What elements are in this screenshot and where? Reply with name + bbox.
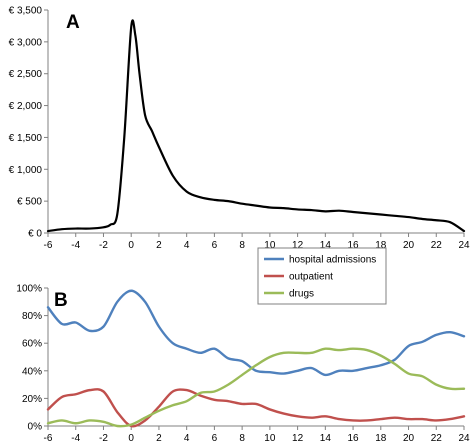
x-tick-label: 8 bbox=[239, 240, 245, 251]
x-tick-label: 16 bbox=[348, 240, 360, 251]
y-tick-label: 100% bbox=[16, 284, 42, 295]
x-tick-label: -6 bbox=[44, 240, 53, 251]
x-tick-label: 6 bbox=[212, 240, 218, 251]
x-tick-label: 4 bbox=[184, 433, 190, 443]
x-tick-label: 10 bbox=[264, 240, 276, 251]
x-tick-label: 0 bbox=[128, 240, 134, 251]
legend-entry: hospital admissions bbox=[289, 255, 376, 266]
y-tick-label: 60% bbox=[22, 339, 42, 350]
y-tick-label: € 500 bbox=[17, 197, 42, 208]
x-tick-label: 20 bbox=[403, 433, 415, 443]
x-tick-label: -4 bbox=[71, 433, 80, 443]
legend-entry: drugs bbox=[289, 289, 314, 300]
x-tick-label: 22 bbox=[431, 240, 443, 251]
x-tick-label: 18 bbox=[375, 240, 387, 251]
x-tick-label: 14 bbox=[320, 433, 332, 443]
series-line-drugs bbox=[46, 347, 466, 428]
y-tick-label: € 1,500 bbox=[9, 133, 43, 144]
legend-entry: outpatient bbox=[289, 272, 333, 283]
x-tick-label: 0 bbox=[128, 433, 134, 443]
x-tick-label: 2 bbox=[156, 240, 162, 251]
y-tick-label: 40% bbox=[22, 366, 42, 377]
x-tick-label: 18 bbox=[375, 433, 387, 443]
x-tick-label: 6 bbox=[212, 433, 218, 443]
x-tick-label: 12 bbox=[292, 240, 304, 251]
x-tick-label: 20 bbox=[403, 240, 415, 251]
x-tick-label: 14 bbox=[320, 240, 332, 251]
x-tick-label: 12 bbox=[292, 433, 304, 443]
x-tick-label: 24 bbox=[458, 240, 470, 251]
y-tick-label: 80% bbox=[22, 311, 42, 322]
x-tick-label: 22 bbox=[431, 433, 443, 443]
y-tick-label: 0% bbox=[28, 422, 43, 433]
y-tick-label: € 3,000 bbox=[9, 37, 43, 48]
x-tick-label: -2 bbox=[99, 240, 108, 251]
y-tick-label: € 2,500 bbox=[9, 69, 43, 80]
x-tick-label: 16 bbox=[348, 433, 360, 443]
y-tick-label: € 2,000 bbox=[9, 101, 43, 112]
series-line bbox=[46, 19, 466, 233]
x-tick-label: -4 bbox=[71, 240, 80, 251]
y-tick-label: € 1,000 bbox=[9, 165, 43, 176]
x-tick-label: -2 bbox=[99, 433, 108, 443]
panel-label: B bbox=[54, 290, 68, 311]
x-tick-label: 2 bbox=[156, 433, 162, 443]
x-tick-label: 10 bbox=[264, 433, 276, 443]
series-line-outpatient bbox=[46, 388, 466, 428]
x-tick-label: -6 bbox=[44, 433, 53, 443]
x-tick-label: 24 bbox=[458, 433, 470, 443]
x-tick-label: 8 bbox=[239, 433, 245, 443]
y-tick-label: € 3,500 bbox=[9, 6, 43, 17]
series-line-hospital-admissions bbox=[46, 289, 466, 377]
y-tick-label: € 0 bbox=[28, 229, 42, 240]
panel-label: A bbox=[66, 12, 80, 33]
y-tick-label: 20% bbox=[22, 394, 42, 405]
x-tick-label: 4 bbox=[184, 240, 190, 251]
